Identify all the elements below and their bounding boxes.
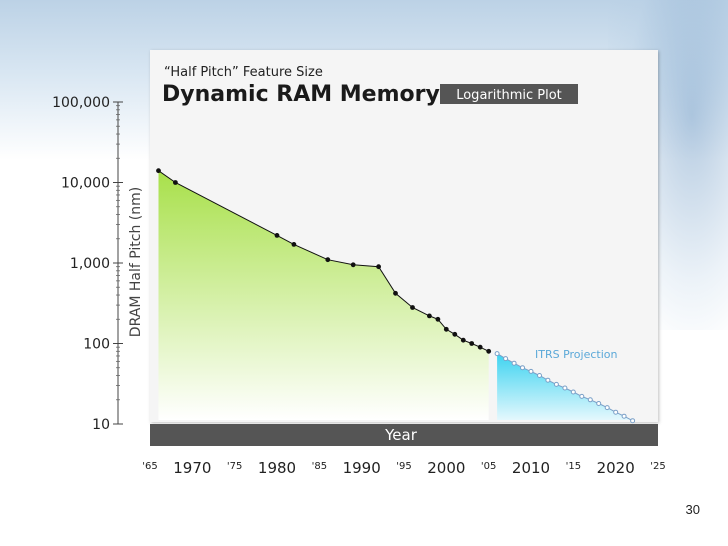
historic-data-point: [156, 168, 161, 174]
y-axis-label: DRAM Half Pitch (nm): [128, 187, 144, 337]
historic-data-point: [291, 242, 297, 247]
x-minor-tick-label: '25: [650, 461, 665, 472]
projection-data-point: [494, 351, 500, 357]
projection-data-point: [604, 405, 610, 411]
projection-data-point: [621, 413, 627, 419]
x-major-tick-label: 2000: [427, 459, 465, 477]
x-axis-bar: [150, 424, 658, 446]
x-major-tick-label: 2020: [597, 459, 635, 477]
y-tick-label: 100,000: [52, 95, 110, 111]
x-minor-tick-label: '15: [566, 461, 581, 472]
y-tick-label: 1,000: [70, 256, 110, 272]
x-axis-label: Year: [384, 426, 418, 444]
historic-data-point: [477, 344, 483, 350]
projection-label: ITRS Projection: [535, 348, 618, 361]
historic-area: [158, 170, 489, 420]
projection-data-point: [587, 397, 593, 403]
historic-data-point: [435, 316, 441, 322]
x-major-tick-label: 1970: [173, 459, 211, 477]
projection-data-point: [528, 368, 534, 374]
x-major-tick-label: 1980: [258, 459, 296, 477]
projection-data-point: [545, 377, 551, 383]
projection-data-point: [511, 360, 517, 366]
historic-data-point: [469, 341, 475, 346]
historic-data-point: [376, 264, 381, 270]
x-tick-labels: '65 1970 '75 1980 '85 1990 '95 2000 '05 2010 '15 20…: [142, 459, 665, 477]
historic-data-point: [274, 233, 280, 238]
projection-data-point: [562, 385, 568, 391]
projection-data-point: [520, 365, 525, 371]
historic-data-point: [393, 290, 398, 296]
x-minor-tick-label: '95: [396, 461, 411, 472]
x-major-tick-label: 1990: [343, 459, 381, 477]
x-major-tick-label: 2010: [512, 459, 550, 477]
y-tick-label: 10,000: [61, 176, 110, 192]
y-tick-labels: 100,000 10,000 1,000 100 10: [52, 95, 123, 433]
page-number: 30: [685, 502, 700, 517]
projection-data-point: [570, 389, 576, 395]
historic-data-point: [443, 326, 449, 332]
scale-badge-bg: [440, 84, 578, 104]
historic-data-point: [325, 257, 331, 263]
historic-data-point: [486, 348, 492, 354]
y-minor-ticks: [116, 105, 120, 401]
x-minor-tick-label: '05: [481, 461, 496, 472]
historic-data-point: [427, 313, 432, 319]
projection-data-point: [613, 409, 619, 415]
x-minor-tick-label: '65: [142, 461, 157, 472]
y-tick-label: 100: [83, 337, 110, 353]
x-minor-tick-label: '85: [312, 461, 327, 472]
historic-data-point: [410, 305, 415, 310]
y-tick-label: 10: [92, 417, 110, 433]
projection-data-point: [579, 393, 585, 399]
historic-data-point: [460, 337, 466, 343]
historic-data-point: [452, 331, 458, 337]
projection-data-point: [596, 401, 602, 406]
projection-data-point: [553, 381, 559, 387]
projection-data-point: [537, 373, 542, 378]
scale-badge: Logarithmic Plot: [456, 88, 562, 103]
chart-title: Dynamic RAM Memory: [162, 82, 440, 107]
historic-data-point: [173, 180, 178, 185]
projection-data-point: [630, 418, 636, 424]
chart-subtitle: “Half Pitch” Feature Size: [164, 65, 323, 80]
historic-data-point: [350, 262, 356, 268]
x-minor-tick-label: '75: [227, 461, 242, 472]
projection-data-point: [503, 356, 509, 362]
chart-markers: [156, 168, 636, 424]
